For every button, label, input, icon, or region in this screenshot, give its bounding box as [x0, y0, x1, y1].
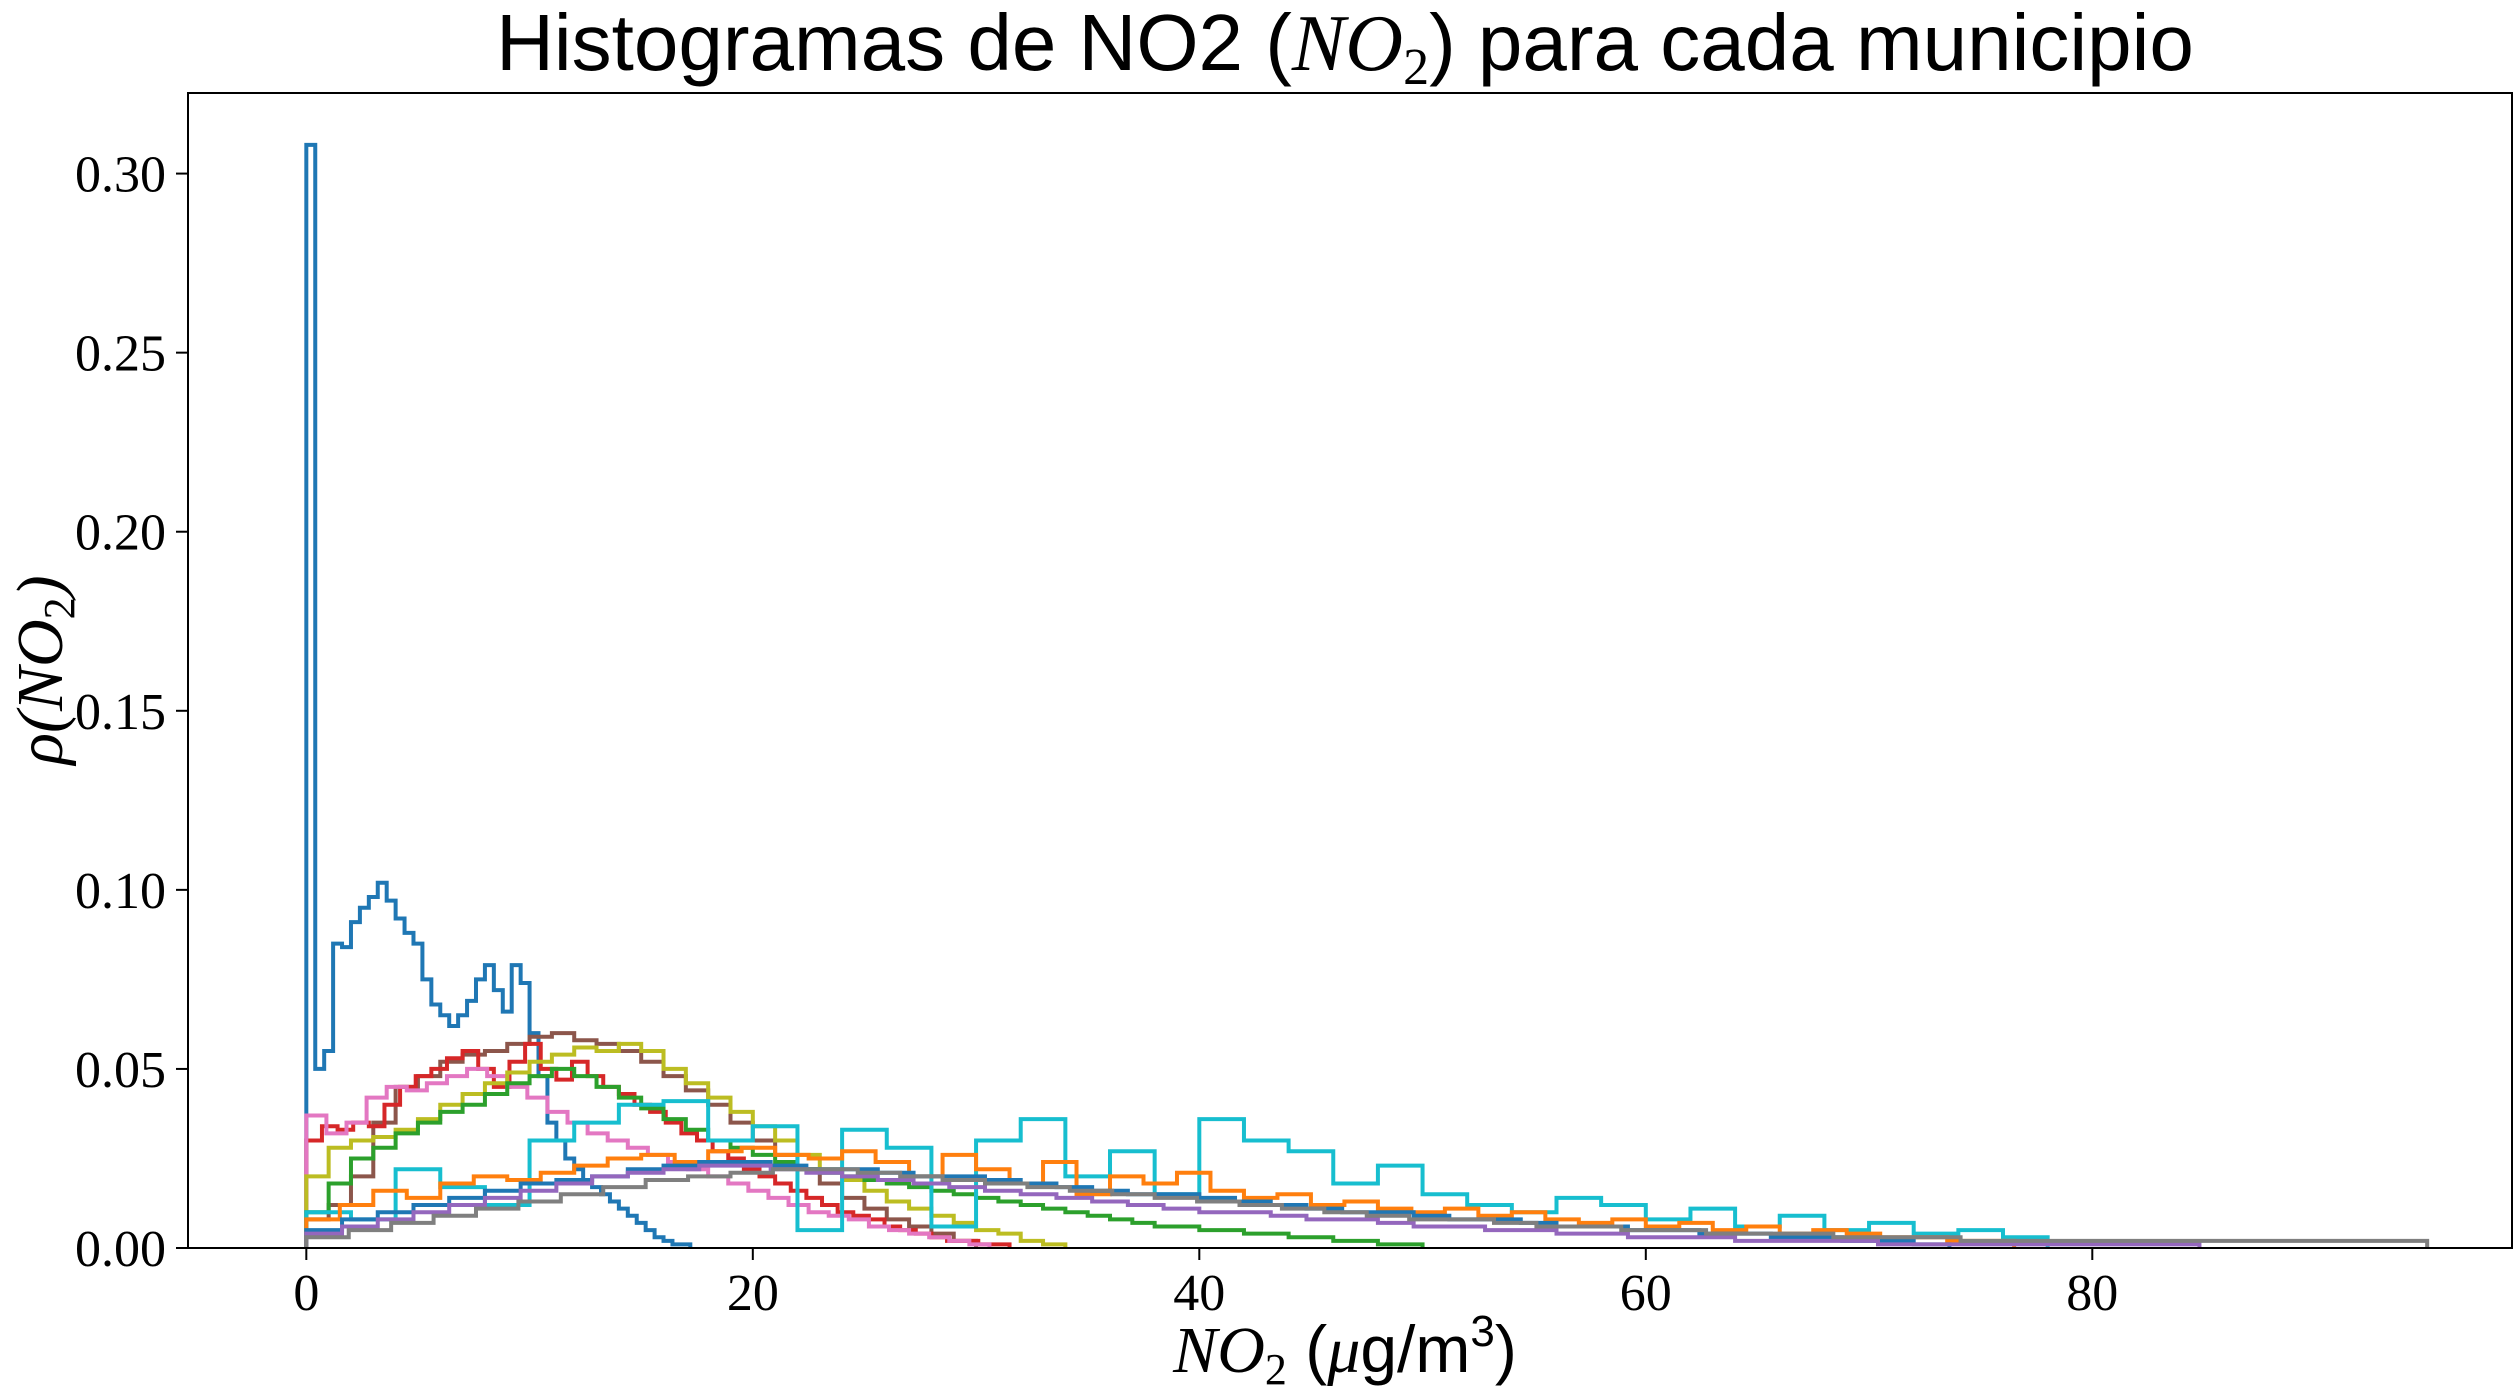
y-tick-label: 0.25	[75, 326, 166, 383]
x-tick-label: 20	[727, 1265, 779, 1322]
axes-frame	[187, 92, 2513, 1249]
y-tick-label: 0.20	[75, 505, 166, 562]
histogram-series-1	[304, 142, 693, 1248]
histogram-series-8	[304, 1145, 2017, 1248]
x-axis-ticks: 0 20 40 60 80	[293, 1248, 2118, 1322]
x-tick-label: 60	[1620, 1265, 1672, 1322]
y-tick-label: 0.00	[75, 1221, 166, 1278]
histogram-series-4	[304, 1066, 992, 1248]
y-axis-ticks: 0.00 0.05 0.10 0.15 0.20 0.25 0.30	[75, 147, 188, 1278]
x-axis-label: NO2 (μg/m3)	[1172, 1307, 1517, 1394]
y-tick-label: 0.30	[75, 147, 166, 204]
y-tick-label: 0.10	[75, 863, 166, 920]
plot-area: 0 20 40 60 80 0.00 0.05 0.10 0.15 0.20 0.25 0.30	[75, 92, 2513, 1322]
histogram-series-11	[304, 1167, 2430, 1248]
y-tick-label: 0.05	[75, 1042, 166, 1099]
chart-title: Histogramas de NO2 (NO2) para cada munic…	[496, 0, 2194, 96]
x-tick-label: 80	[2066, 1265, 2118, 1322]
histogram-series-10	[304, 1163, 2202, 1248]
histogram-series-2	[304, 1031, 979, 1248]
x-tick-label: 0	[293, 1265, 319, 1322]
histogram-series-5	[304, 1041, 1068, 1248]
y-axis-label: ρ(NO2)	[4, 575, 84, 766]
x-tick-label: 40	[1173, 1265, 1225, 1322]
series-group	[304, 142, 2430, 1248]
y-tick-label: 0.15	[75, 684, 166, 741]
